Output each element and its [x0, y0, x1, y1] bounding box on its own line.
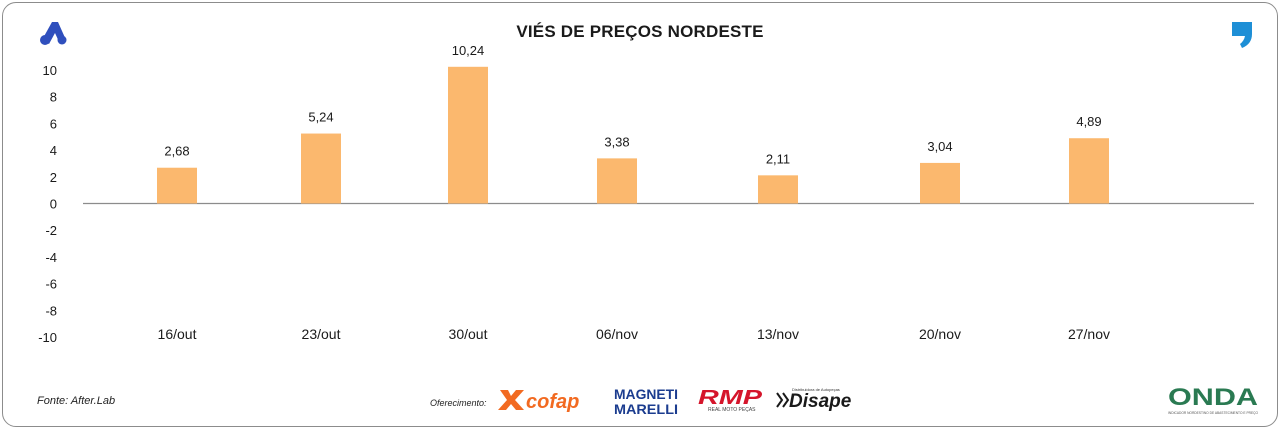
disape-logo-subtext: Distribuidora de Autopeças — [792, 387, 840, 392]
bar — [448, 66, 488, 204]
bar — [920, 162, 960, 204]
sponsor-label: Oferecimento: — [430, 398, 487, 408]
y-tick-label: 6 — [50, 116, 57, 131]
x-tick-label: 23/out — [302, 326, 341, 342]
source-note: Fonte: After.Lab — [37, 395, 116, 407]
x-tick-label: 13/nov — [757, 326, 799, 342]
data-label: 5,24 — [308, 110, 333, 125]
magneti-logo-line2: MARELLI — [614, 401, 678, 417]
x-tick-label: 27/nov — [1068, 326, 1110, 342]
bar — [301, 133, 341, 204]
onda-logo-text: ONDA — [1168, 384, 1258, 411]
y-tick-label: 0 — [50, 197, 57, 212]
rmp-logo-text: RMP — [698, 387, 763, 409]
data-label: 3,38 — [604, 134, 629, 149]
chart-title: VIÉS DE PREÇOS NORDESTE — [516, 22, 764, 41]
cofap-logo: cofap — [498, 390, 579, 413]
bar — [1069, 138, 1109, 204]
data-label: 10,24 — [452, 43, 485, 58]
y-tick-label: -6 — [45, 277, 57, 292]
rmp-logo-subtext: REAL MOTO PEÇAS — [708, 407, 756, 413]
disape-logo: Distribuidora de Autopeças Disape — [776, 387, 852, 412]
data-label: 2,68 — [164, 144, 189, 159]
x-tick-label: 30/out — [449, 326, 488, 342]
bar — [597, 158, 637, 204]
data-label: 4,89 — [1076, 114, 1101, 129]
y-tick-label: 8 — [50, 90, 57, 105]
magneti-logo-line1: MAGNETI — [614, 386, 678, 402]
y-tick-label: 10 — [43, 63, 57, 78]
rmp-logo: RMP REAL MOTO PEÇAS — [698, 387, 763, 413]
comma-logo-icon — [1232, 22, 1252, 48]
onda-logo-subtext: INDICADOR NORDESTINO DE ABASTECIMENTO E … — [1168, 410, 1258, 415]
onda-logo: ONDA INDICADOR NORDESTINO DE ABASTECIMEN… — [1168, 384, 1258, 415]
disape-logo-text: Disape — [789, 391, 852, 412]
x-tick-label: 20/nov — [919, 326, 961, 342]
x-tick-label: 16/out — [158, 326, 197, 342]
data-label: 2,11 — [766, 151, 790, 166]
cofap-logo-text: cofap — [526, 391, 579, 413]
y-tick-label: -4 — [45, 250, 57, 265]
magneti-marelli-logo: MAGNETI MARELLI — [614, 386, 678, 417]
afterlab-a-logo-icon — [40, 22, 67, 45]
data-label: 3,04 — [927, 139, 952, 154]
y-tick-label: -10 — [38, 330, 57, 345]
y-tick-label: -2 — [45, 223, 57, 238]
bar — [758, 175, 798, 204]
x-tick-label: 06/nov — [596, 326, 638, 342]
y-tick-label: 2 — [50, 170, 57, 185]
y-tick-label: -8 — [45, 303, 57, 318]
y-tick-label: 4 — [50, 143, 57, 158]
bar — [157, 167, 197, 204]
